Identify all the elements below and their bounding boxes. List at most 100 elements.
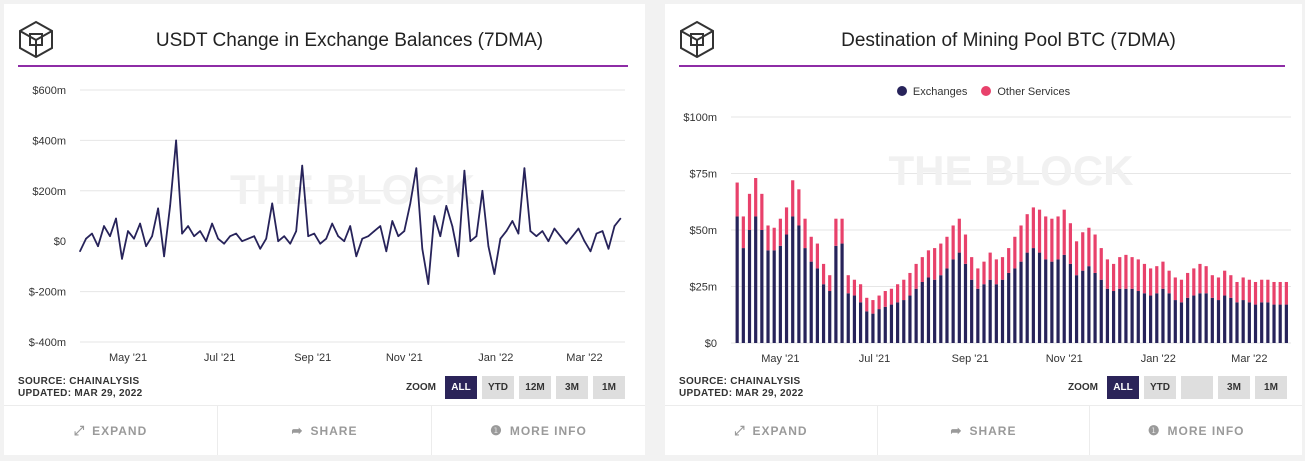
bar-other-services [1093, 234, 1097, 273]
x-tick-label: Jan '22 [478, 352, 513, 364]
data-point [457, 255, 460, 258]
bar-exchanges [914, 288, 918, 343]
bar-exchanges [994, 284, 998, 343]
x-tick-label: Jan '22 [1141, 353, 1176, 365]
bar-exchanges [1179, 302, 1184, 343]
more-info-label: MORE INFO [509, 423, 587, 438]
bar-exchanges [791, 216, 795, 343]
bar-other-services [1124, 254, 1128, 289]
bar-exchanges [1056, 259, 1060, 343]
bar-exchanges [1019, 261, 1023, 343]
data-point [307, 235, 310, 237]
data-point [499, 237, 502, 240]
bar-other-services [1204, 266, 1208, 294]
bar-other-services [988, 252, 992, 280]
expand-button[interactable]: ⤢ EXPAND [4, 406, 218, 455]
zoom-3m-button[interactable]: 3M [1218, 376, 1250, 399]
bar-exchanges [976, 288, 980, 343]
bar-exchanges [1186, 297, 1190, 343]
bar-exchanges [1000, 279, 1005, 343]
bar-other-services [1272, 281, 1276, 305]
bar-exchanges [1266, 302, 1270, 343]
bar-other-services [1056, 216, 1060, 260]
zoom-blank-button[interactable] [1181, 376, 1213, 399]
data-point [391, 220, 394, 222]
data-point [139, 222, 141, 225]
bar-exchanges [840, 243, 844, 343]
bar-exchanges [1130, 288, 1134, 343]
watermark: THE BLOCK [889, 147, 1134, 194]
data-point [289, 242, 291, 245]
bar-other-services [1278, 281, 1282, 305]
bar-exchanges [809, 261, 813, 343]
share-button[interactable]: ➦ SHARE [218, 406, 432, 455]
data-point [283, 235, 285, 237]
title-divider [679, 65, 1285, 67]
zoom-label: ZOOM [1068, 382, 1098, 393]
share-label: SHARE [310, 423, 358, 438]
bar-exchanges [1037, 252, 1042, 343]
bar-other-services [1216, 277, 1221, 301]
bar-exchanges [1272, 304, 1276, 343]
zoom-12m-button[interactable]: 12M [519, 376, 551, 399]
bar-exchanges [735, 216, 739, 343]
data-point [439, 235, 442, 237]
bar-exchanges [896, 302, 900, 343]
data-point [199, 230, 201, 232]
expand-button[interactable]: ⤢ EXPAND [665, 406, 878, 455]
bar-other-services [1260, 279, 1264, 303]
more-info-button[interactable]: ❶ MORE INFO [432, 406, 645, 455]
share-button[interactable]: ➦ SHARE [878, 406, 1091, 455]
data-point [505, 230, 508, 232]
bar-other-services [1210, 275, 1214, 298]
bar-other-services [1149, 268, 1153, 296]
legend-item-other-services[interactable]: Other Services [981, 86, 1070, 98]
data-point [127, 230, 129, 232]
bar-other-services [945, 236, 949, 269]
data-point [475, 235, 478, 237]
bar-exchanges [883, 306, 887, 343]
data-point [433, 215, 436, 217]
data-point [223, 242, 225, 245]
zoom-1m-button[interactable]: 1M [1255, 376, 1287, 399]
bar-other-services [1074, 241, 1079, 276]
x-tick-label: Jul '21 [859, 353, 890, 365]
bar-other-services [1062, 209, 1066, 255]
data-point [595, 232, 598, 235]
data-point [241, 240, 243, 242]
zoom-ytd-button[interactable]: YTD [1144, 376, 1176, 399]
share-label: SHARE [969, 423, 1017, 438]
bar-exchanges [865, 311, 869, 343]
bar-exchanges [797, 225, 801, 343]
zoom-all-button[interactable]: ALL [445, 376, 477, 399]
y-tick-label: $0 [705, 338, 717, 350]
legend-item-exchanges[interactable]: Exchanges [896, 86, 967, 98]
data-point [529, 230, 532, 232]
bar-other-services [852, 279, 857, 296]
data-point [133, 237, 135, 240]
bar-other-services [840, 218, 844, 244]
data-point [385, 250, 388, 253]
zoom-3m-button[interactable]: 3M [556, 376, 588, 399]
bar-other-services [821, 263, 826, 285]
bar-other-services [1000, 257, 1005, 280]
data-point [481, 190, 484, 192]
bar-exchanges [1007, 272, 1011, 343]
bar-other-services [914, 263, 918, 289]
bar-exchanges [846, 293, 850, 343]
bar-exchanges [939, 275, 943, 343]
bar-exchanges [1204, 293, 1208, 343]
data-point [115, 217, 117, 220]
data-point [97, 245, 99, 248]
bar-other-services [1044, 216, 1048, 260]
bar-exchanges [1142, 293, 1147, 343]
bar-exchanges [803, 248, 807, 343]
data-point [91, 232, 93, 235]
more-info-button[interactable]: ❶ MORE INFO [1090, 406, 1302, 455]
zoom-1m-button[interactable]: 1M [593, 376, 625, 399]
data-point [79, 250, 81, 253]
data-point [451, 225, 454, 227]
zoom-all-button[interactable]: ALL [1107, 376, 1139, 399]
zoom-ytd-button[interactable]: YTD [482, 376, 514, 399]
bar-exchanges [1074, 275, 1079, 343]
